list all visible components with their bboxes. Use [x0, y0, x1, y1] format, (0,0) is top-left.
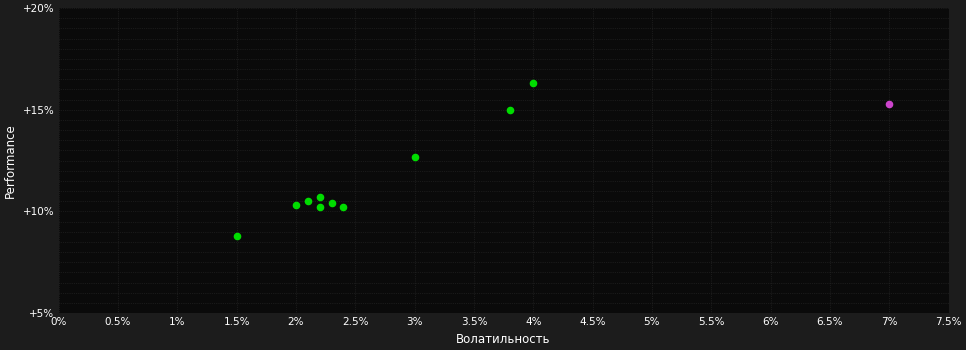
- Point: [288, 203, 303, 208]
- Y-axis label: Performance: Performance: [4, 123, 17, 198]
- Point: [312, 205, 327, 210]
- Point: [882, 101, 897, 106]
- Point: [526, 80, 541, 86]
- Point: [501, 107, 517, 113]
- Point: [407, 154, 422, 159]
- Point: [300, 198, 316, 204]
- Point: [336, 205, 352, 210]
- Point: [324, 201, 339, 206]
- Point: [229, 233, 244, 239]
- Point: [312, 195, 327, 200]
- X-axis label: Волатильность: Волатильность: [456, 333, 551, 346]
